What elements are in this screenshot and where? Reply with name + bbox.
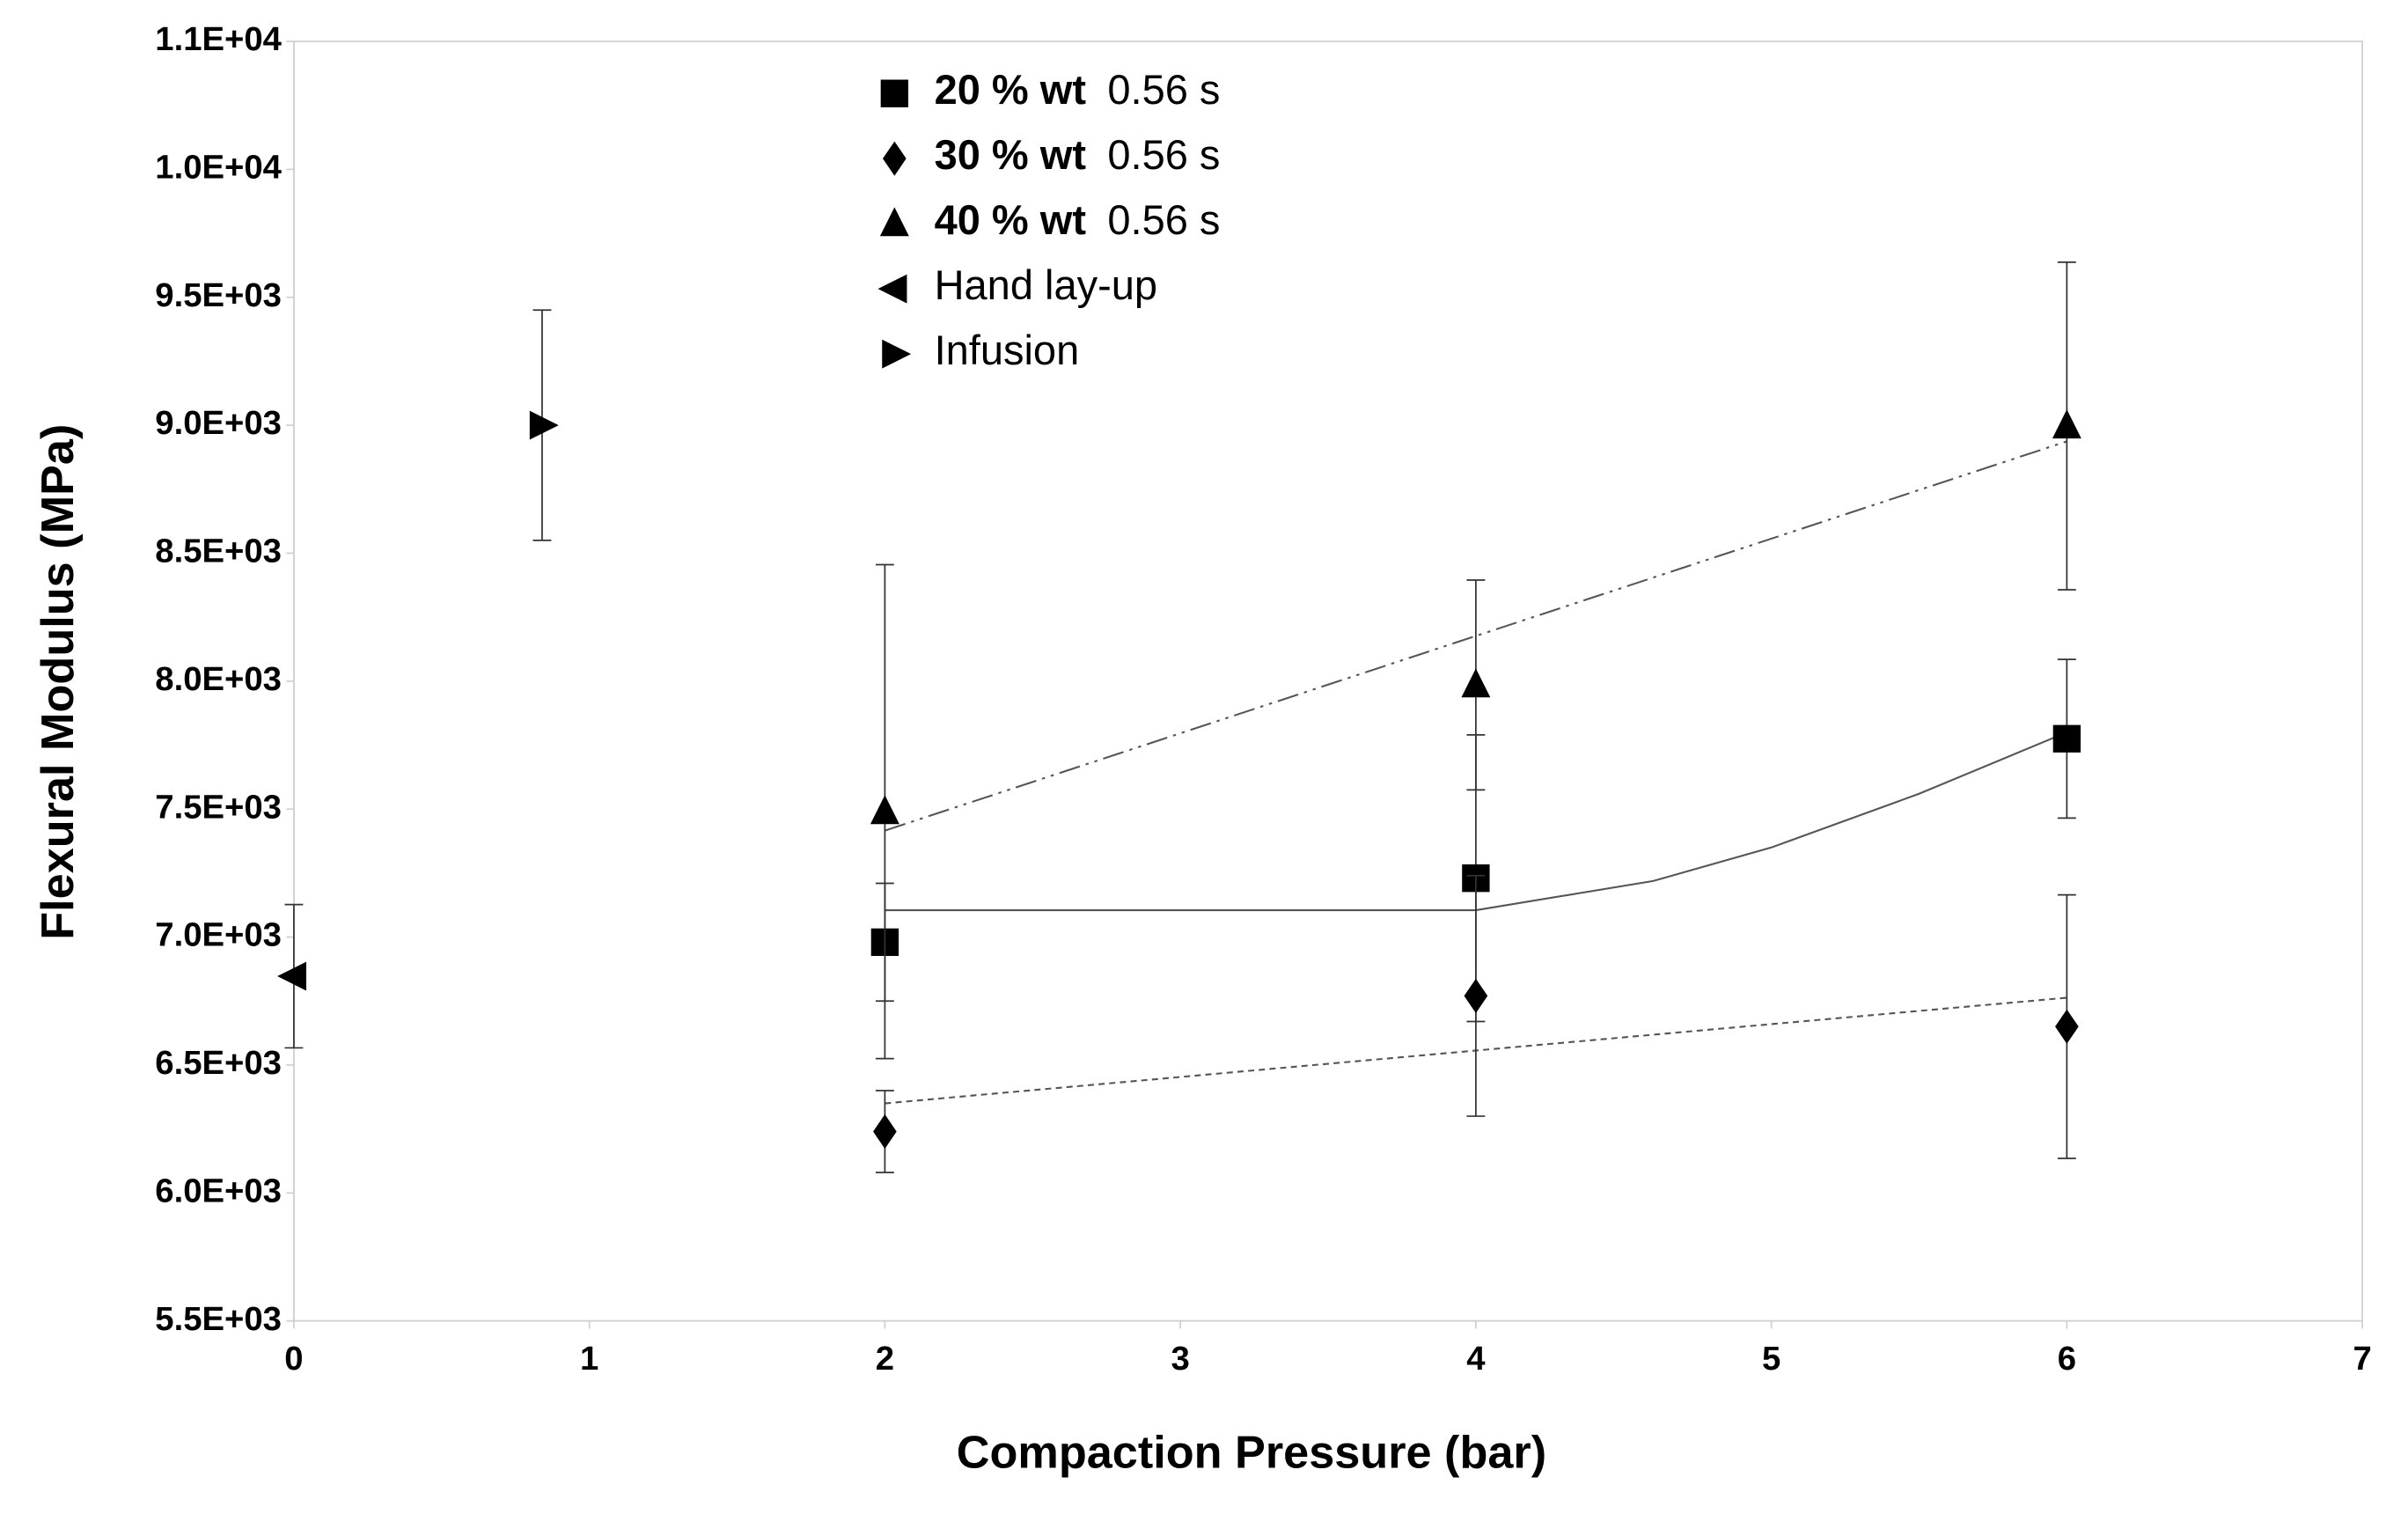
x-tick-label: 1: [580, 1340, 598, 1378]
x-axis-label: Compaction Pressure (bar): [957, 1428, 1546, 1479]
legend-label: 40 % wt 0.56 s: [935, 197, 1221, 244]
legend-detail: 0.56 s: [1107, 67, 1220, 114]
y-tick-label: 1.0E+04: [155, 148, 282, 186]
legend-detail: 0.56 s: [1107, 197, 1220, 244]
y-tick-label: 8.0E+03: [155, 660, 282, 698]
y-tick-label: 7.0E+03: [155, 916, 282, 954]
y-tick-label: 9.5E+03: [155, 276, 282, 314]
legend-name: Infusion: [935, 327, 1080, 374]
y-tick-label: 9.0E+03: [155, 404, 282, 442]
legend-label: Hand lay-up: [935, 262, 1157, 309]
x-tick-label: 5: [1762, 1340, 1780, 1378]
marker: [2052, 409, 2081, 439]
x-tick-label: 0: [284, 1340, 303, 1378]
marker: [529, 410, 559, 440]
y-tick-label: 8.5E+03: [155, 533, 282, 570]
plot-area: [293, 40, 2363, 1322]
legend-name: Hand lay-up: [935, 262, 1157, 309]
y-tick-label: 1.1E+04: [155, 20, 282, 58]
x-tick-label: 2: [876, 1340, 894, 1378]
trend-line: [885, 731, 2067, 912]
legend-name: 30 % wt: [935, 132, 1087, 179]
legend-label: 20 % wt 0.56 s: [935, 67, 1221, 114]
legend-label: Infusion: [935, 327, 1080, 374]
marker: [873, 1113, 897, 1150]
marker: [2055, 1009, 2079, 1044]
legend-name: 40 % wt: [935, 197, 1087, 244]
legend-name: 20 % wt: [935, 67, 1087, 114]
y-tick-label: 6.5E+03: [155, 1044, 282, 1082]
y-tick-label: 5.5E+03: [155, 1300, 282, 1338]
marker: [2052, 724, 2081, 753]
legend-marker: [880, 79, 909, 107]
marker: [1461, 668, 1491, 698]
y-tick-label: 7.5E+03: [155, 788, 282, 826]
x-tick-label: 4: [1466, 1340, 1486, 1378]
y-axis-label: Flexural Modulus (MPa): [33, 424, 84, 940]
legend-detail: 0.56 s: [1107, 132, 1220, 179]
legend-marker: [882, 339, 912, 369]
x-tick-label: 6: [2058, 1340, 2076, 1378]
legend-label: 30 % wt 0.56 s: [935, 132, 1221, 179]
y-tick-label: 6.0E+03: [155, 1172, 282, 1209]
marker: [870, 795, 899, 825]
legend-marker: [879, 207, 909, 237]
legend-marker: [877, 274, 907, 304]
marker: [1464, 978, 1488, 1014]
x-tick-label: 3: [1171, 1340, 1189, 1378]
marker: [277, 961, 307, 991]
legend-marker: [883, 141, 907, 176]
x-tick-label: 7: [2353, 1340, 2371, 1378]
